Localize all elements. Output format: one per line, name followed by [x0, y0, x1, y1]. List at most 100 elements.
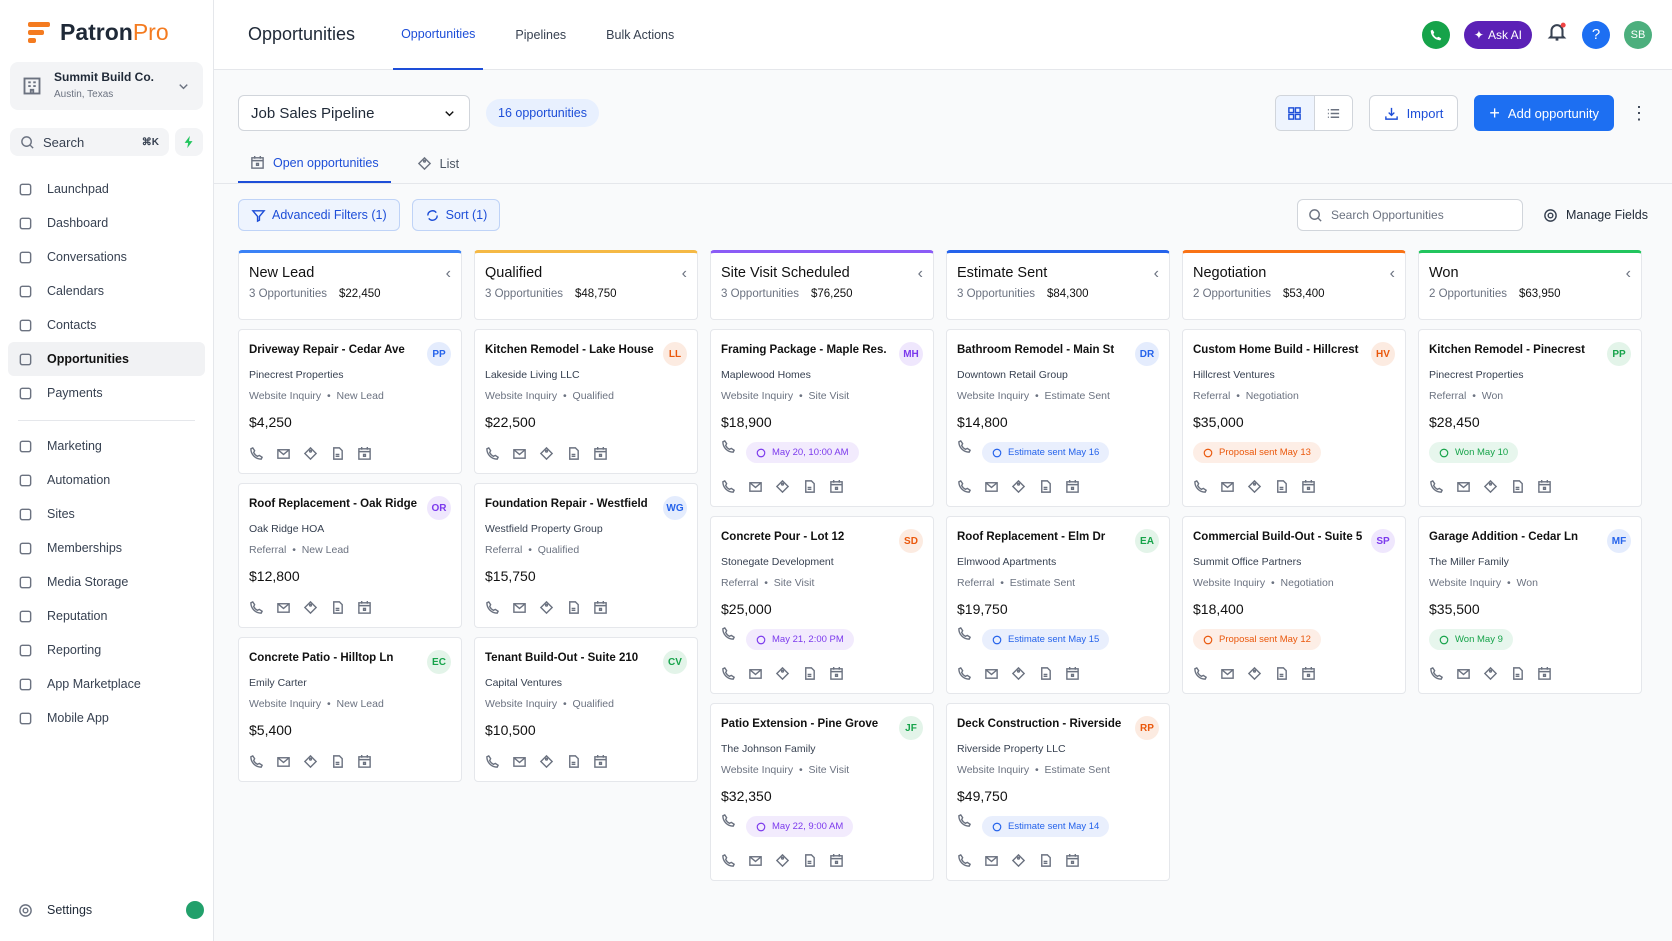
nav-item[interactable]: Mobile App [8, 701, 205, 735]
stage-header: New Lead ‹ 3 Opportunities $22,450 [238, 250, 462, 320]
icon [19, 542, 32, 554]
nav-item[interactable]: Marketing [8, 429, 205, 463]
stage-column: Won ‹ 2 Opportunities $63,950 Kitchen Remode… [1418, 250, 1642, 694]
icon [19, 183, 32, 195]
opportunity-card[interactable]: Patio Extension - Pine Grove JF The Johnso… [710, 703, 934, 881]
card-actions [1429, 666, 1631, 681]
icon [277, 603, 290, 613]
company: Pinecrest Properties [1429, 369, 1524, 381]
list-view[interactable] [1313, 96, 1352, 130]
collapse[interactable]: ‹ [445, 265, 451, 282]
source-stage: Website Inquiry • Site Visit [721, 764, 923, 776]
opportunity-card[interactable]: Roof Replacement - Elm Dr EA Elmwood Apart… [946, 516, 1170, 694]
manage-fields[interactable]: Manage Fields [1543, 208, 1648, 223]
nav-item[interactable]: Contacts [8, 308, 205, 342]
nav-item[interactable]: Calendars [8, 274, 205, 308]
opportunity-card[interactable]: Bathroom Remodel - Main St DR Downtown Ret… [946, 329, 1170, 507]
source-stage: Referral • Won [1429, 390, 1631, 402]
opportunity-card[interactable]: Custom Home Build - Hillcrest HV Hillcrest… [1182, 329, 1406, 507]
collapse[interactable]: ‹ [917, 265, 923, 282]
nav-item[interactable]: Automation [8, 463, 205, 497]
search[interactable]: Search ⌘K [10, 128, 169, 156]
account-switcher[interactable]: Summit Build Co. Austin, Texas [10, 62, 203, 110]
collapse-toggle[interactable] [186, 901, 204, 919]
opportunity-card[interactable]: Commercial Build-Out - Suite 5 SP Summit O… [1182, 516, 1406, 694]
add-opportunity-button[interactable]: + Add opportunity [1474, 95, 1614, 131]
icon [250, 600, 264, 614]
nav-item[interactable]: Reputation [8, 599, 205, 633]
company: Hillcrest Ventures [1193, 369, 1275, 381]
company: The Johnson Family [721, 743, 816, 755]
opportunity-card[interactable]: Roof Replacement - Oak Ridge OR Oak Ridge … [238, 483, 462, 628]
view-tab[interactable]: List [405, 144, 471, 183]
settings[interactable]: Settings [18, 901, 204, 919]
view-tab[interactable]: Open opportunities [238, 144, 391, 183]
stage-title: Won [1429, 265, 1459, 281]
stage: Won [1516, 577, 1538, 589]
opportunity-card[interactable]: Kitchen Remodel - Pinecrest PP Pinecrest P… [1418, 329, 1642, 507]
collapse[interactable]: ‹ [1389, 265, 1395, 282]
nav-item[interactable]: Opportunities [8, 342, 205, 376]
nav-label: Payments [47, 386, 103, 400]
stage-count: 3 Opportunities [721, 288, 799, 300]
opportunity-card[interactable]: Kitchen Remodel - Lake House LL Lakeside L… [474, 329, 698, 474]
source: Website Inquiry [957, 764, 1030, 776]
opportunity-card[interactable]: Driveway Repair - Cedar Ave PP Pinecrest P… [238, 329, 462, 474]
quick-action[interactable] [175, 128, 203, 156]
source: Website Inquiry [1193, 577, 1266, 589]
nav-item[interactable]: Launchpad [8, 172, 205, 206]
stage-column: Qualified ‹ 3 Opportunities $48,750 Kitchen … [474, 250, 698, 782]
icon [1483, 666, 1498, 681]
nav-item[interactable]: Reporting [8, 633, 205, 667]
user-avatar[interactable]: SB [1624, 20, 1652, 49]
icon [1247, 479, 1262, 494]
badge-row: May 22, 9:00 AM [721, 804, 923, 837]
card-title: Kitchen Remodel - Lake House [485, 344, 654, 356]
icon [958, 626, 972, 640]
opportunity-card[interactable]: Concrete Pour - Lot 12 SD Stonegate Develo… [710, 516, 934, 694]
board-view[interactable] [1275, 96, 1314, 130]
nav-item[interactable]: App Marketplace [8, 667, 205, 701]
status-badge: Estimate sent May 14 [982, 816, 1110, 837]
notifications[interactable] [1546, 21, 1568, 48]
status-badge: Estimate sent May 15 [982, 629, 1110, 650]
collapse[interactable]: ‹ [681, 265, 687, 282]
import-button[interactable]: Import [1368, 95, 1459, 131]
pipeline-select[interactable]: Job Sales Pipeline [238, 95, 470, 131]
opportunity-card[interactable]: Concrete Patio - Hilltop Ln EC Emily Carte… [238, 637, 462, 782]
status-badge: Won May 10 [1429, 442, 1519, 463]
icon [958, 666, 972, 680]
nav-item[interactable]: Conversations [8, 240, 205, 274]
stage-total: $48,750 [575, 288, 617, 300]
opportunity-card[interactable]: Deck Construction - Riverside RP Riverside… [946, 703, 1170, 881]
icon [539, 754, 554, 769]
phone-button[interactable] [1421, 20, 1450, 49]
nav-item[interactable]: Sites [8, 497, 205, 531]
collapse[interactable]: ‹ [1153, 265, 1159, 282]
help-button[interactable]: ? [1582, 20, 1610, 49]
header-tab[interactable]: Pipelines [515, 27, 567, 42]
badge-text: Proposal sent May 13 [1219, 447, 1311, 458]
nav-item[interactable]: Media Storage [8, 565, 205, 599]
icon [250, 446, 264, 460]
sort-button[interactable]: Sort (1) [411, 199, 501, 231]
status-badge: May 21, 2:00 PM [746, 629, 854, 650]
nav-item[interactable]: Payments [8, 376, 205, 410]
search-opportunities[interactable]: Search Opportunities [1297, 199, 1523, 231]
header-tab[interactable]: Bulk Actions [606, 27, 675, 42]
contact-avatar: RP [1135, 716, 1159, 740]
more-menu[interactable]: ⋮ [1630, 102, 1648, 123]
ask-ai-button[interactable]: ✦ Ask AI [1463, 20, 1532, 49]
nav-label: Reputation [47, 609, 108, 623]
opportunity-card[interactable]: Tenant Build-Out - Suite 210 CV Capital Ve… [474, 637, 698, 782]
opportunity-card[interactable]: Garage Addition - Cedar Ln MF The Miller F… [1418, 516, 1642, 694]
nav-item[interactable]: Dashboard [8, 206, 205, 240]
top-actions: ✦ Ask AI ? SB [1421, 20, 1652, 49]
advanced-filters[interactable]: Advancedi Filters (1) [238, 199, 400, 231]
collapse[interactable]: ‹ [1625, 265, 1631, 282]
nav-item[interactable]: Memberships [8, 531, 205, 565]
opportunity-card[interactable]: Foundation Repair - Westfield WG Westfield… [474, 483, 698, 628]
opportunity-card[interactable]: Framing Package - Maple Res. MH Maplewood … [710, 329, 934, 507]
header-tab[interactable]: Opportunities [393, 0, 484, 70]
icon [333, 755, 343, 768]
